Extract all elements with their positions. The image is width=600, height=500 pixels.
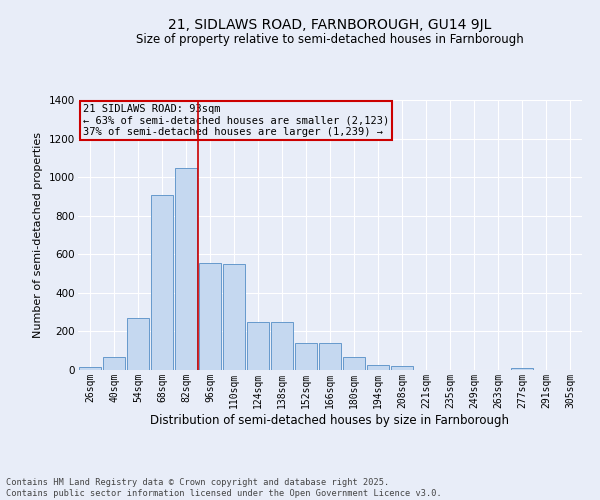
Bar [79, 366, 101, 370]
Bar [103, 356, 125, 370]
Bar [295, 343, 317, 370]
Text: 21 SIDLAWS ROAD: 93sqm
← 63% of semi-detached houses are smaller (2,123)
37% of : 21 SIDLAWS ROAD: 93sqm ← 63% of semi-det… [83, 104, 389, 137]
Bar [511, 368, 533, 370]
Text: Contains HM Land Registry data © Crown copyright and database right 2025.
Contai: Contains HM Land Registry data © Crown c… [6, 478, 442, 498]
Bar [199, 263, 221, 370]
Bar [271, 322, 293, 370]
X-axis label: Distribution of semi-detached houses by size in Farnborough: Distribution of semi-detached houses by … [151, 414, 509, 426]
Bar [247, 322, 269, 370]
Bar [151, 196, 173, 370]
Bar [223, 264, 245, 370]
Bar [367, 365, 389, 370]
Text: 21, SIDLAWS ROAD, FARNBOROUGH, GU14 9JL: 21, SIDLAWS ROAD, FARNBOROUGH, GU14 9JL [169, 18, 491, 32]
Y-axis label: Number of semi-detached properties: Number of semi-detached properties [34, 132, 43, 338]
Bar [343, 358, 365, 370]
Bar [127, 318, 149, 370]
Bar [319, 343, 341, 370]
Bar [175, 168, 197, 370]
Bar [391, 366, 413, 370]
Text: Size of property relative to semi-detached houses in Farnborough: Size of property relative to semi-detach… [136, 32, 524, 46]
